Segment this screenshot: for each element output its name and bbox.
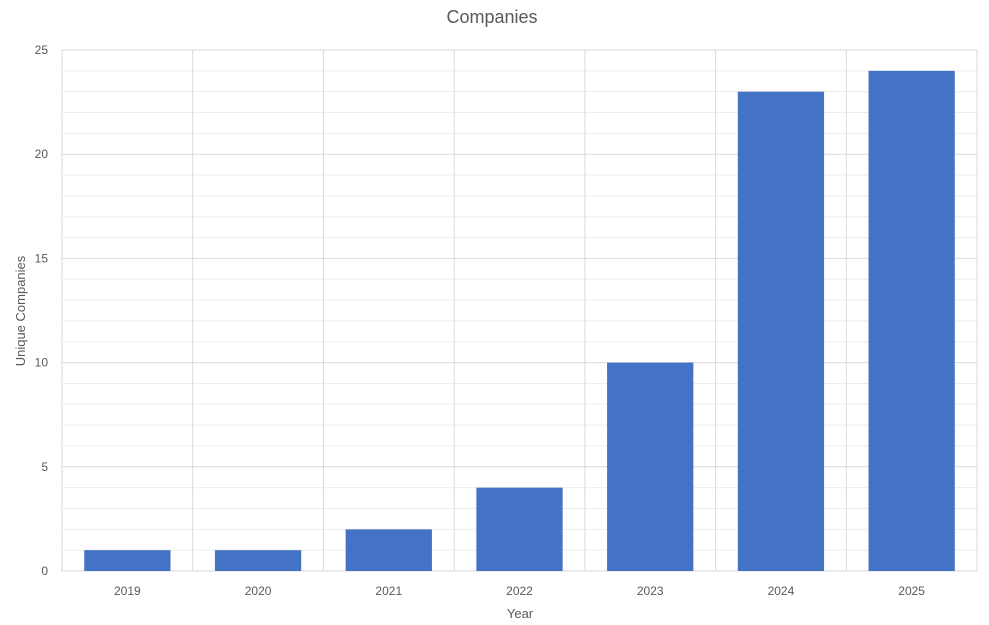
x-tick-label-2025: 2025	[898, 584, 925, 598]
y-axis-ticks: 0 5 10 15 20 25	[35, 43, 49, 578]
x-tick-label-2020: 2020	[245, 584, 272, 598]
y-tick-label: 10	[35, 356, 49, 370]
x-axis-ticks: 2019 2020 2021 2022 2023 2024 2025	[114, 584, 925, 598]
x-tick-label-2024: 2024	[768, 584, 795, 598]
bars-layer	[84, 70, 955, 572]
bar-2019	[84, 550, 171, 571]
x-tick-label-2019: 2019	[114, 584, 141, 598]
grid-layer	[62, 49, 977, 572]
y-tick-label: 20	[35, 147, 49, 161]
x-tick-label-2023: 2023	[637, 584, 664, 598]
x-tick-label-2021: 2021	[375, 584, 402, 598]
y-tick-label: 5	[41, 460, 48, 474]
bar-2023	[607, 362, 694, 571]
bar-2025	[868, 70, 955, 571]
y-tick-label: 0	[41, 564, 48, 578]
y-tick-label: 15	[35, 251, 49, 265]
y-tick-label: 25	[35, 43, 49, 57]
bar-2021	[345, 529, 432, 571]
chart-title: Companies	[446, 7, 537, 27]
bar-2020	[214, 550, 302, 571]
x-tick-label-2022: 2022	[506, 584, 533, 598]
bar-2024	[737, 91, 825, 572]
y-axis-title: Unique Companies	[13, 255, 28, 366]
x-axis-title: Year	[507, 606, 534, 621]
bar-2022	[476, 487, 563, 571]
